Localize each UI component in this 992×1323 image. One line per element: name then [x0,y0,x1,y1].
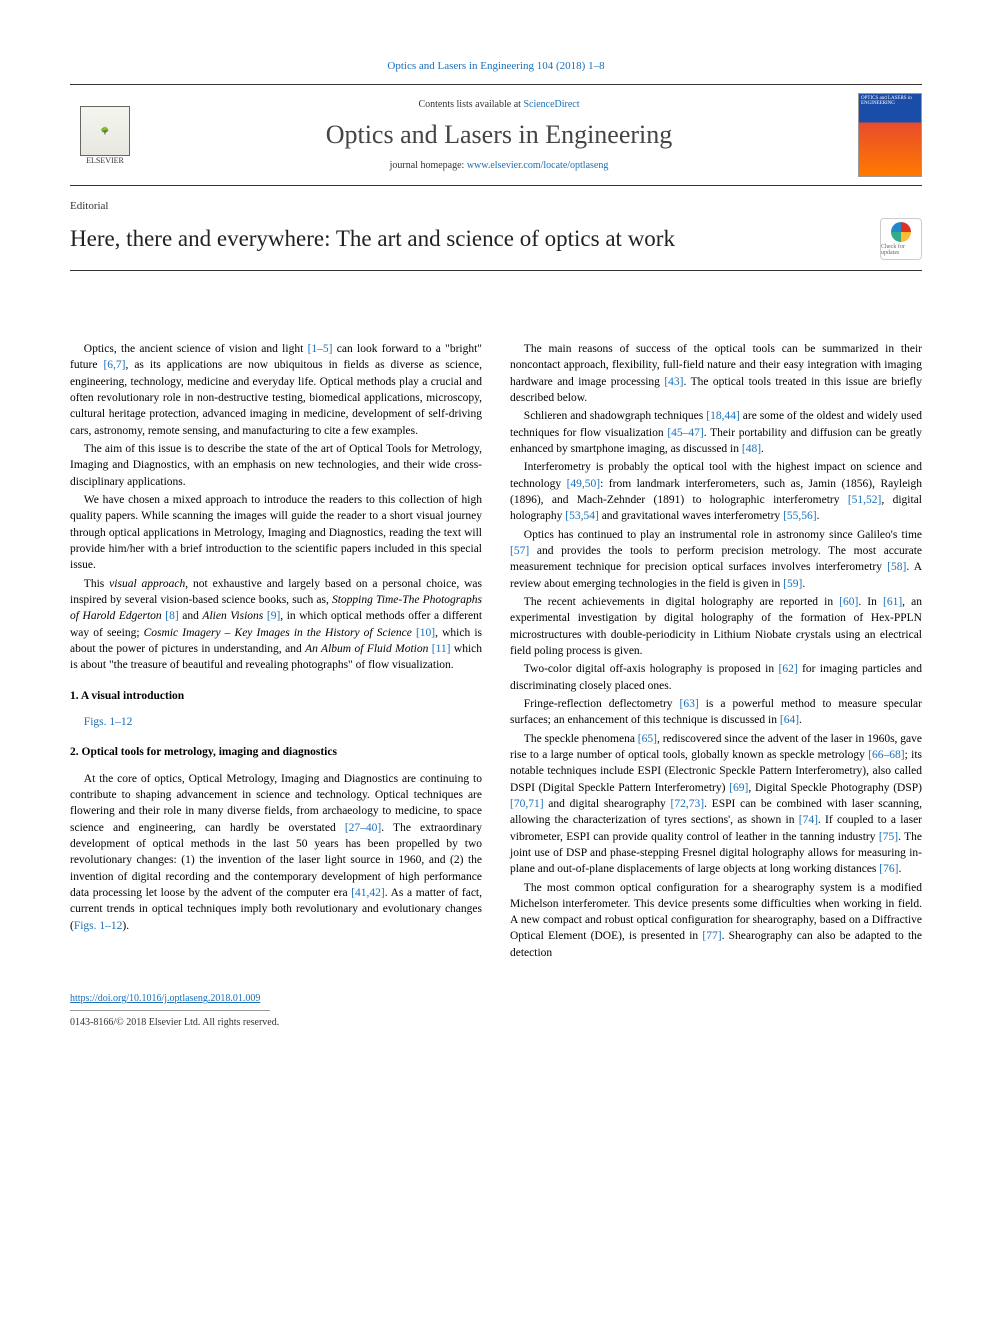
cite-link[interactable]: [61] [883,596,902,608]
elsevier-logo: 🌳 ELSEVIER [70,106,140,165]
homepage-link[interactable]: www.elsevier.com/locate/optlaseng [467,160,609,171]
cite-link[interactable]: [62] [779,663,798,675]
para: Two-color digital off-axis holography is… [510,661,922,694]
cite-link[interactable]: [57] [510,545,529,557]
contents-line: Contents lists available at ScienceDirec… [140,99,858,110]
contents-prefix: Contents lists available at [418,99,523,110]
crossmark-label: Check for updates [881,244,921,256]
cite-link[interactable]: [48] [742,443,761,455]
cite-link[interactable]: [60] [839,596,858,608]
article-type: Editorial [70,200,922,212]
body-columns: Optics, the ancient science of vision an… [70,341,922,963]
cite-link[interactable]: [51,52] [848,494,882,506]
cite-link[interactable]: [63] [680,698,699,710]
right-column: The main reasons of success of the optic… [510,341,922,963]
cite-link[interactable]: [65] [638,733,657,745]
section-heading: 2. Optical tools for metrology, imaging … [70,744,482,760]
para: The speckle phenomena [65], rediscovered… [510,731,922,878]
cite-link[interactable]: [49,50] [567,478,601,490]
para: Interferometry is probably the optical t… [510,459,922,524]
cite-link[interactable]: [11] [432,643,451,655]
cover-text: OPTICS and LASERS in ENGINEERING [861,96,912,106]
publisher-name: ELSEVIER [86,156,124,165]
journal-cover-thumb: OPTICS and LASERS in ENGINEERING [858,93,922,177]
para: Fringe-reflection deflectometry [63] is … [510,696,922,729]
elsevier-tree-icon: 🌳 [80,106,130,156]
homepage-prefix: journal homepage: [390,160,467,171]
sciencedirect-link[interactable]: ScienceDirect [523,99,579,110]
left-column: Optics, the ancient science of vision an… [70,341,482,963]
para: The recent achievements in digital holog… [510,594,922,659]
masthead-center: Contents lists available at ScienceDirec… [140,99,858,171]
title-row: Here, there and everywhere: The art and … [70,218,922,271]
doi-link[interactable]: https://doi.org/10.1016/j.optlaseng.2018… [70,993,922,1004]
cite-link[interactable]: [41,42] [351,887,385,899]
para: Optics, the ancient science of vision an… [70,341,482,439]
cite-link[interactable]: [8] [165,610,178,622]
crossmark-badge[interactable]: Check for updates [880,218,922,260]
footnote-rule [70,1010,270,1011]
cite-link[interactable]: [9] [267,610,280,622]
para: The main reasons of success of the optic… [510,341,922,406]
journal-name: Optics and Lasers in Engineering [140,120,858,150]
cite-link[interactable]: [1–5] [308,343,333,355]
cite-link[interactable]: [55,56] [783,510,817,522]
homepage-line: journal homepage: www.elsevier.com/locat… [140,160,858,171]
footer: https://doi.org/10.1016/j.optlaseng.2018… [70,993,922,1028]
para: We have chosen a mixed approach to intro… [70,492,482,574]
cite-link[interactable]: [69] [729,782,748,794]
cite-link[interactable]: [58] [887,561,906,573]
cite-link[interactable]: [77] [702,930,721,942]
cite-link[interactable]: Figs. 1–12 [74,920,123,932]
cite-link[interactable]: [18,44] [706,410,740,422]
cite-link[interactable]: [72,73] [671,798,705,810]
cite-link[interactable]: [45–47] [667,427,703,439]
citation-header: Optics and Lasers in Engineering 104 (20… [70,60,922,72]
crossmark-icon [891,222,911,242]
cite-link[interactable]: [43] [664,376,683,388]
section-heading: 1. A visual introduction [70,688,482,704]
figs-link[interactable]: Figs. 1–12 [84,714,482,730]
cite-link[interactable]: [66–68] [868,749,904,761]
masthead: 🌳 ELSEVIER Contents lists available at S… [70,84,922,186]
cite-link[interactable]: [64] [780,714,799,726]
para: This visual approach, not exhaustive and… [70,576,482,674]
para: At the core of optics, Optical Metrology… [70,771,482,934]
cite-link[interactable]: [53,54] [565,510,599,522]
cite-link[interactable]: [6,7] [103,359,125,371]
cite-link[interactable]: [76] [879,863,898,875]
cite-link[interactable]: [59] [783,578,802,590]
article-title: Here, there and everywhere: The art and … [70,226,880,252]
cite-link[interactable]: [74] [799,814,818,826]
cite-link[interactable]: [10] [416,627,435,639]
para: Schlieren and shadowgraph techniques [18… [510,408,922,457]
cite-link[interactable]: [70,71] [510,798,544,810]
para: Optics has continued to play an instrume… [510,527,922,592]
issn-copyright: 0143-8166/© 2018 Elsevier Ltd. All right… [70,1017,279,1028]
para: The most common optical configuration fo… [510,880,922,962]
para: The aim of this issue is to describe the… [70,441,482,490]
cite-link[interactable]: [27–40] [345,822,381,834]
cite-link[interactable]: [75] [879,831,898,843]
